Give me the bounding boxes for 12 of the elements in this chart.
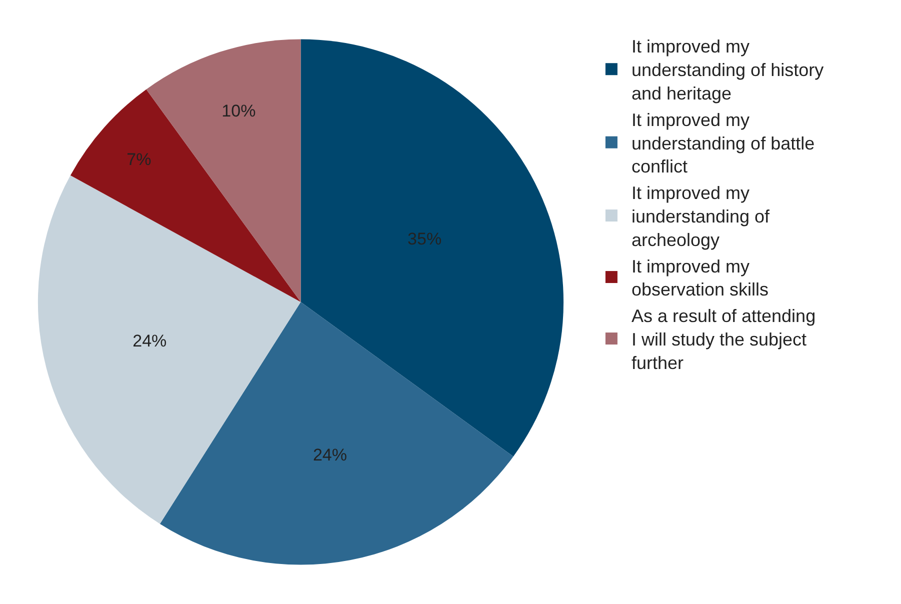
pie-slice (70, 89, 301, 302)
data-label: 24% (312, 446, 347, 465)
data-label: 24% (132, 331, 167, 350)
legend-label: It improved my iunderstanding of archeology (631, 183, 771, 250)
pie-slice (38, 175, 301, 524)
legend-label: As a result of attending I will study the subject further (631, 306, 816, 373)
data-label: 35% (408, 229, 442, 248)
legend-label: It improved my understanding of battle conflict (631, 110, 815, 177)
data-label: 10% (222, 102, 256, 121)
legend-label: It improved my understanding of history and heritage (631, 36, 824, 104)
legend-label: It improved my observation skills (631, 256, 769, 300)
data-label: 7% (126, 150, 152, 169)
